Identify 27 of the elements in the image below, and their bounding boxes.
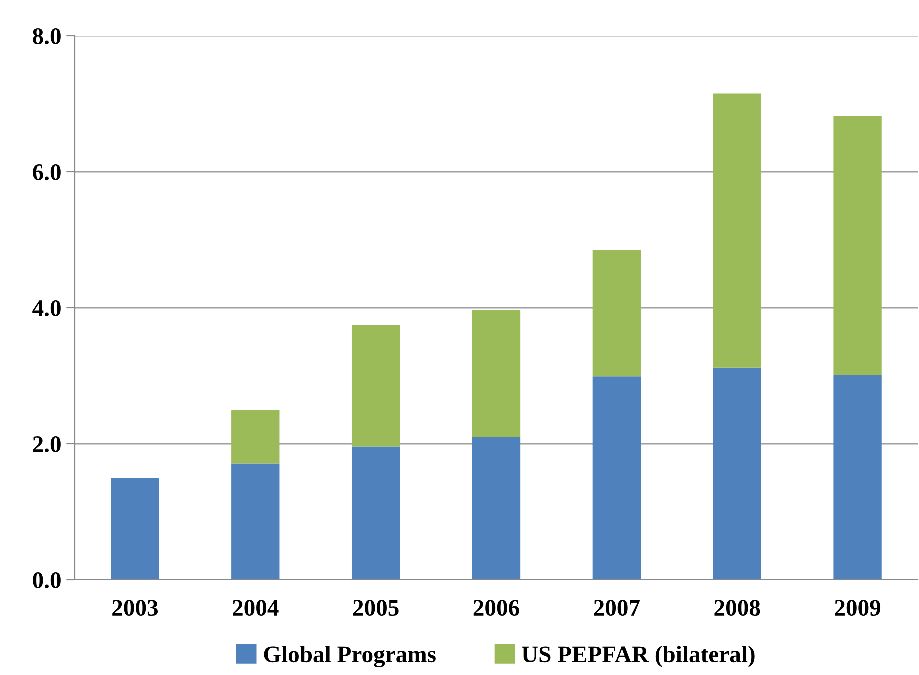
x-tick-label: 2006 [474,600,520,616]
bar [834,116,882,376]
bar [352,325,400,447]
bar [713,368,762,580]
y-tick-label: 2.0 [33,436,61,453]
bar [232,410,280,464]
bar [834,375,882,580]
bar [232,464,280,580]
legend-label: Global Programs [264,646,436,668]
x-tick-label: 2007 [594,600,640,616]
bar [472,310,521,438]
x-tick-label: 2003 [112,600,158,616]
bar [472,437,521,580]
legend-label: US PEPFAR (bilateral) [522,646,755,668]
x-tick-label: 2004 [233,600,279,616]
y-tick-label: 4.0 [32,300,61,317]
bar [713,94,762,368]
bar [111,478,160,580]
bar [352,446,400,580]
bar [592,250,642,377]
x-tick-label: 2005 [353,600,399,616]
x-tick-label: 2009 [835,600,881,616]
x-tick-label: 2008 [714,600,760,616]
y-tick-label: 6.0 [33,164,61,181]
y-tick-label: 8.0 [33,28,61,45]
y-tick-label: 0.0 [33,572,61,589]
bar [592,376,642,580]
